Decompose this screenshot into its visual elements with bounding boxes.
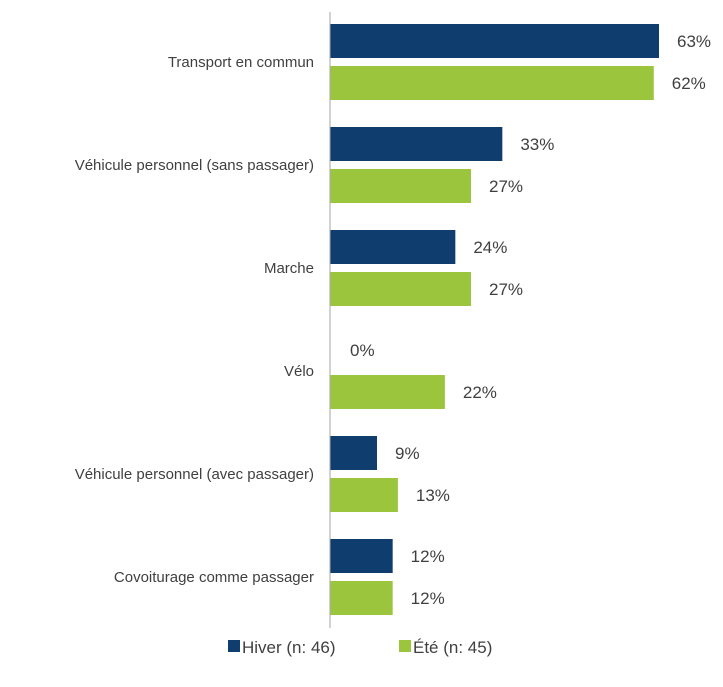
value-label-ete-marche: 27% (489, 280, 523, 299)
value-label-hiver-covoiturage-comme-passager: 12% (411, 547, 445, 566)
category-label-velo: Vélo (284, 363, 314, 380)
bar-ete-velo (330, 375, 445, 409)
category-label-vehicule-personnel-sans-passager: Véhicule personnel (sans passager) (75, 157, 314, 174)
legend-swatch-hiver (228, 640, 240, 652)
bar-ete-marche (330, 272, 471, 306)
bar-hiver-vehicule-personnel-avec-passager (330, 436, 377, 470)
bar-hiver-marche (330, 230, 456, 264)
legend: Hiver (n: 46) Été (n: 45) (228, 638, 492, 657)
value-label-hiver-transport-en-commun: 63% (677, 32, 711, 51)
value-label-ete-covoiturage-comme-passager: 12% (411, 589, 445, 608)
legend-label-hiver: Hiver (n: 46) (242, 638, 336, 657)
value-labels: 63% 62% 33% 27% 24% 27% 0% 22% 9% 13% 12% 12% (350, 32, 711, 608)
category-label-marche: Marche (264, 260, 314, 277)
bar-hiver-covoiturage-comme-passager (330, 539, 393, 573)
category-labels: Transport en commun Véhicule personnel (s… (75, 54, 314, 586)
value-label-ete-velo: 22% (463, 383, 497, 402)
bar-ete-transport-en-commun (330, 66, 654, 100)
bar-ete-covoiturage-comme-passager (330, 581, 393, 615)
value-label-hiver-vehicule-personnel-sans-passager: 33% (520, 135, 554, 154)
value-label-hiver-marche: 24% (473, 238, 507, 257)
legend-label-ete: Été (n: 45) (413, 638, 492, 657)
category-label-vehicule-personnel-avec-passager: Véhicule personnel (avec passager) (75, 466, 314, 483)
category-label-covoiturage-comme-passager: Covoiturage comme passager (114, 569, 314, 586)
value-label-ete-vehicule-personnel-sans-passager: 27% (489, 177, 523, 196)
value-label-ete-transport-en-commun: 62% (672, 74, 706, 93)
bar-ete-vehicule-personnel-sans-passager (330, 169, 471, 203)
value-label-hiver-velo: 0% (350, 341, 375, 360)
bar-hiver-transport-en-commun (330, 24, 659, 58)
category-label-transport-en-commun: Transport en commun (168, 54, 314, 71)
legend-swatch-ete (399, 640, 411, 652)
bars (330, 24, 659, 615)
bar-ete-vehicule-personnel-avec-passager (330, 478, 398, 512)
bar-hiver-vehicule-personnel-sans-passager (330, 127, 503, 161)
value-label-ete-vehicule-personnel-avec-passager: 13% (416, 486, 450, 505)
value-label-hiver-vehicule-personnel-avec-passager: 9% (395, 444, 420, 463)
